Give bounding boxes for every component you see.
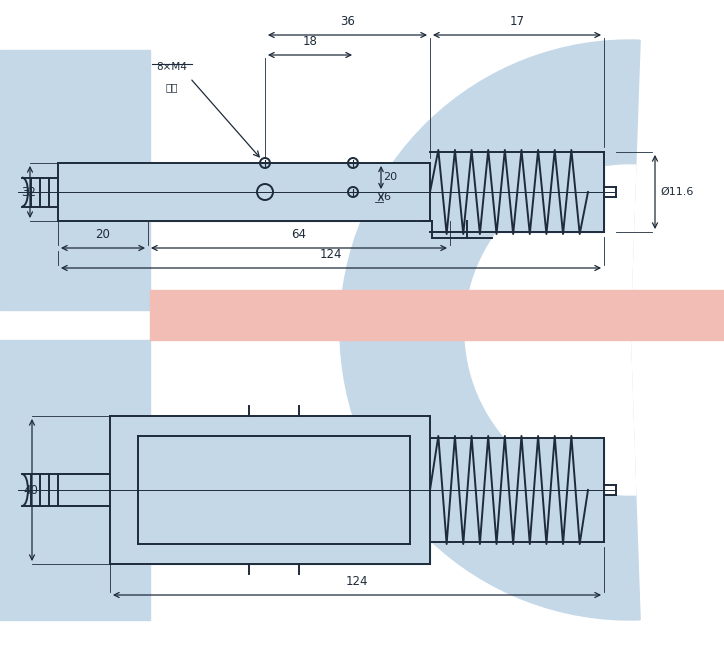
- Bar: [110, 416, 430, 564]
- Bar: [150, 290, 724, 340]
- Text: 20: 20: [383, 172, 397, 183]
- Text: 32: 32: [21, 185, 36, 199]
- Text: 18: 18: [303, 35, 317, 48]
- Text: 20: 20: [96, 228, 111, 241]
- Text: 124: 124: [320, 248, 342, 261]
- Text: 17: 17: [510, 15, 524, 28]
- Text: 40: 40: [23, 484, 38, 496]
- Wedge shape: [465, 165, 636, 495]
- Text: 36: 36: [340, 15, 355, 28]
- Text: 124: 124: [346, 575, 369, 588]
- Bar: [430, 152, 604, 232]
- Text: 8×M4: 8×M4: [156, 62, 188, 72]
- Text: 对穿: 对穿: [166, 82, 178, 92]
- Text: Ø11.6: Ø11.6: [660, 187, 694, 197]
- Wedge shape: [340, 40, 640, 620]
- Bar: [0, 50, 150, 310]
- Text: 6: 6: [383, 192, 390, 202]
- Text: 64: 64: [292, 228, 306, 241]
- Bar: [58, 163, 430, 221]
- Bar: [430, 438, 604, 542]
- Bar: [0, 340, 150, 620]
